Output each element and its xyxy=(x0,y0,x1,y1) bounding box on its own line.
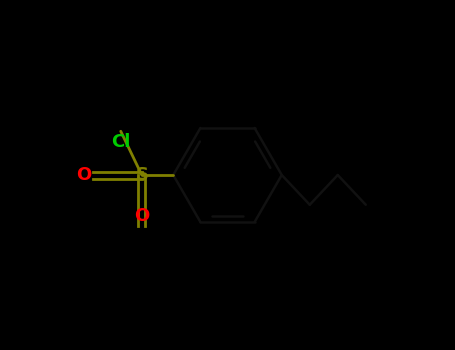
Text: O: O xyxy=(134,207,149,225)
Text: S: S xyxy=(136,166,149,184)
Text: Cl: Cl xyxy=(111,133,131,151)
Text: O: O xyxy=(76,166,91,184)
